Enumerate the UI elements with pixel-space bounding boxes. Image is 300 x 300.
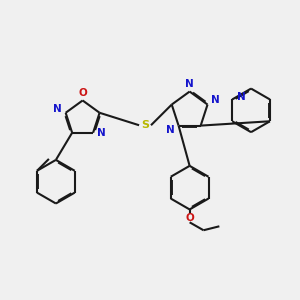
Text: N: N xyxy=(237,92,245,103)
Text: N: N xyxy=(211,94,220,105)
Text: O: O xyxy=(185,213,194,224)
Text: S: S xyxy=(141,120,149,130)
Text: O: O xyxy=(78,88,87,98)
Text: N: N xyxy=(185,79,194,88)
Text: N: N xyxy=(166,124,175,135)
Text: N: N xyxy=(97,128,105,138)
Text: N: N xyxy=(53,104,62,114)
